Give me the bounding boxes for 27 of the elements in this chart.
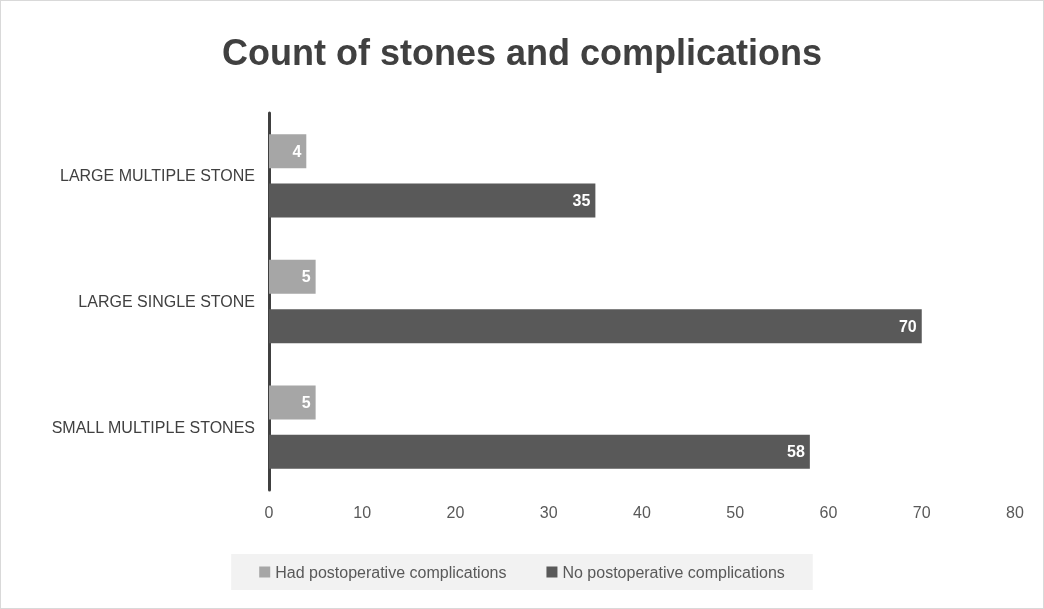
y-tick-label: LARGE SINGLE STONE xyxy=(78,293,255,310)
x-tick-label: 0 xyxy=(264,503,274,521)
y-tick-label: LARGE MULTIPLE STONE xyxy=(59,167,255,185)
x-tick-label: 50 xyxy=(726,503,745,521)
x-tick-label: 70 xyxy=(912,503,931,521)
y-tick-label: SMALL MULTIPLE STONES xyxy=(51,418,255,436)
x-tick-label: 30 xyxy=(539,503,558,521)
x-tick-label: 80 xyxy=(1006,503,1024,521)
chart-title: Count of stones and complications xyxy=(221,31,823,73)
data-label: 58 xyxy=(787,443,805,461)
bar xyxy=(269,434,810,469)
legend-label: Had postoperative complications xyxy=(275,563,507,581)
x-tick-label: 10 xyxy=(353,503,372,521)
bar xyxy=(269,309,922,344)
data-label: 4 xyxy=(292,142,302,160)
x-tick-label: 60 xyxy=(819,503,838,521)
x-tick-label: 40 xyxy=(633,503,651,521)
legend-label: No postoperative complications xyxy=(562,563,785,581)
bar xyxy=(269,183,596,218)
bar xyxy=(269,134,307,169)
bar xyxy=(269,385,316,420)
bar xyxy=(269,259,316,294)
x-tick-label: 20 xyxy=(446,503,465,521)
data-label: 5 xyxy=(301,394,311,412)
data-label: 70 xyxy=(898,317,917,335)
data-label: 35 xyxy=(572,191,591,209)
data-label: 5 xyxy=(301,268,311,286)
